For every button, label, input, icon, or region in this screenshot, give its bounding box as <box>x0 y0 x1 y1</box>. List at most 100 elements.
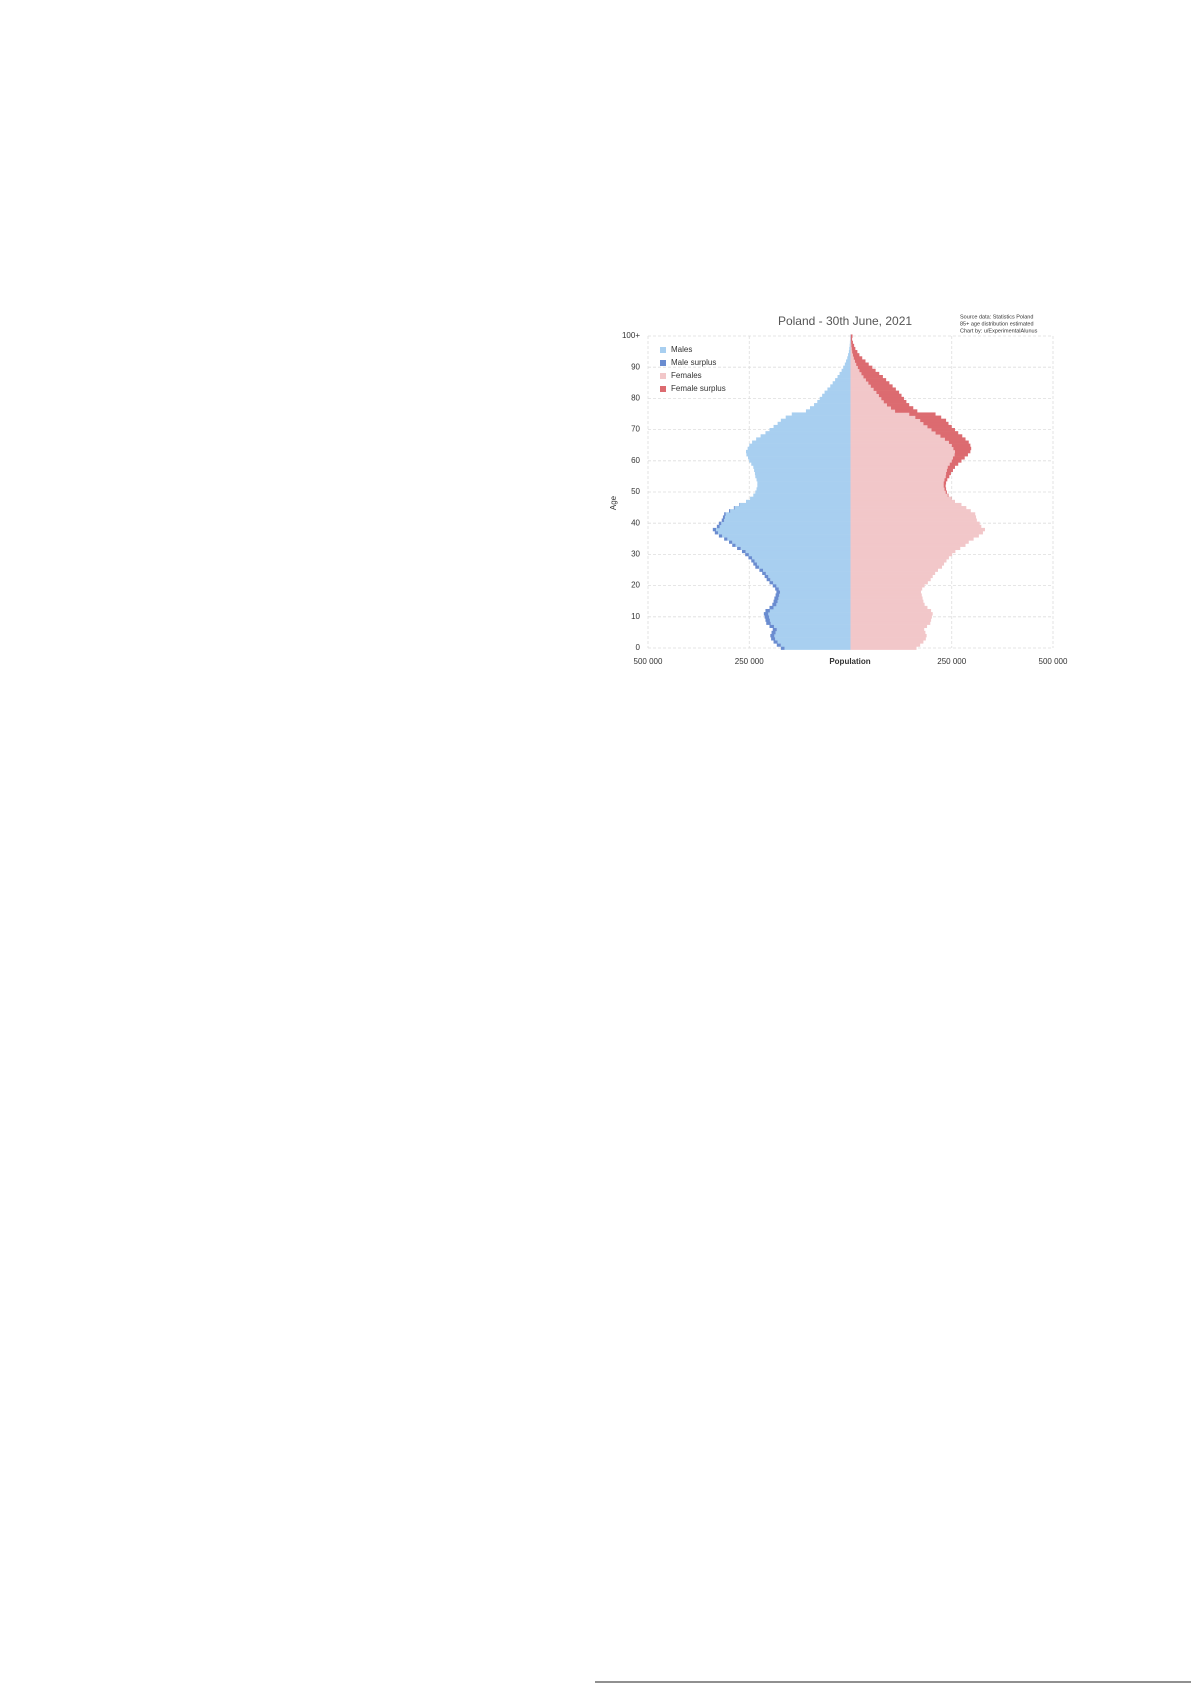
bar <box>763 568 851 572</box>
bar <box>822 393 851 398</box>
bar <box>766 621 771 625</box>
x-tick-label: 250 000 <box>937 657 966 666</box>
bar <box>850 621 931 625</box>
bar <box>843 365 851 370</box>
note: Source data: Statistics Poland <box>960 314 1033 320</box>
bar <box>839 371 851 376</box>
bar <box>724 518 851 522</box>
bar <box>850 615 932 619</box>
bar <box>850 609 932 613</box>
bar <box>850 459 952 463</box>
bar <box>732 540 851 544</box>
y-tick-label: 0 <box>636 643 641 652</box>
bar <box>722 534 851 538</box>
bar <box>773 640 778 644</box>
bar <box>850 602 925 607</box>
bar <box>850 428 932 432</box>
bar <box>850 465 948 469</box>
bar <box>850 627 925 632</box>
bar <box>850 412 910 416</box>
x-axis-label: Population <box>829 657 870 666</box>
bar <box>851 346 856 351</box>
bar <box>870 384 893 388</box>
bar <box>850 593 922 597</box>
bar <box>846 359 851 363</box>
bar <box>849 340 851 345</box>
bar <box>844 362 851 366</box>
bar <box>850 477 945 482</box>
bar <box>859 368 876 373</box>
bar <box>769 580 774 585</box>
bar <box>774 633 851 638</box>
bar <box>765 609 770 613</box>
bar <box>772 602 777 607</box>
bar <box>848 350 851 354</box>
bar <box>850 334 853 338</box>
bar <box>865 378 887 382</box>
bar <box>850 434 941 438</box>
bar <box>850 599 924 604</box>
bar <box>850 418 921 423</box>
y-tick-label: 60 <box>631 456 640 465</box>
bar <box>850 356 854 360</box>
bar <box>741 549 746 554</box>
bar <box>850 493 948 497</box>
bar <box>746 499 851 504</box>
bar <box>739 502 851 507</box>
bar <box>768 574 851 579</box>
bar <box>850 384 871 388</box>
bar <box>949 462 959 466</box>
bar <box>945 490 947 494</box>
bar <box>758 565 851 569</box>
bar <box>850 496 951 501</box>
y-tick-label: 20 <box>631 581 640 590</box>
bar <box>886 403 910 407</box>
bar <box>780 418 851 423</box>
y-tick-label: 100+ <box>622 331 640 340</box>
bar <box>753 562 757 566</box>
bar <box>850 350 853 354</box>
bar <box>850 390 877 395</box>
bar <box>756 487 851 491</box>
bar <box>850 527 985 532</box>
bar <box>954 449 971 454</box>
bar <box>850 446 954 451</box>
bar <box>940 434 963 438</box>
bar <box>881 396 904 401</box>
bar <box>850 449 955 454</box>
bar <box>850 549 956 554</box>
bar <box>768 612 851 616</box>
bar <box>850 453 955 457</box>
bar <box>850 506 967 510</box>
bar <box>920 418 947 423</box>
bar <box>850 531 983 535</box>
bar <box>954 453 968 457</box>
bar <box>771 630 776 635</box>
y-tick-label: 10 <box>631 612 640 621</box>
bar <box>951 443 971 448</box>
bar <box>848 353 851 357</box>
bar <box>755 490 851 494</box>
bar <box>791 412 851 416</box>
bar <box>770 633 775 638</box>
bar <box>851 343 855 348</box>
bar <box>776 602 851 607</box>
bar <box>749 443 851 448</box>
bar <box>850 577 931 582</box>
bar <box>850 643 921 647</box>
bar <box>850 337 853 341</box>
bar <box>769 605 774 610</box>
bar <box>847 356 851 360</box>
bar <box>737 546 741 551</box>
bar <box>751 462 851 466</box>
bar <box>776 627 851 632</box>
bar <box>774 596 779 600</box>
y-tick-label: 90 <box>631 362 640 371</box>
bar <box>850 340 852 345</box>
bar <box>746 449 851 454</box>
bar <box>850 587 923 591</box>
bar <box>850 580 928 585</box>
bar <box>861 371 880 376</box>
bar <box>718 534 723 538</box>
